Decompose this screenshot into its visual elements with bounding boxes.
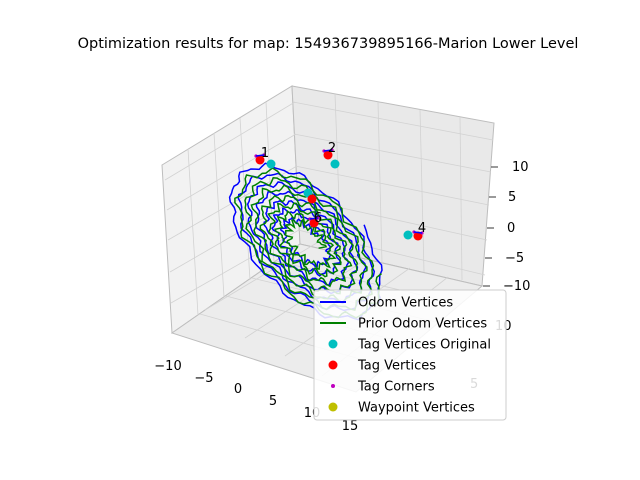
z-tick-label: 10 bbox=[512, 160, 529, 175]
x-tick-label: −5 bbox=[194, 371, 213, 386]
grid-line bbox=[204, 234, 331, 311]
grid-line bbox=[459, 116, 463, 281]
tag-vertex bbox=[255, 155, 265, 165]
legend-label: Tag Corners bbox=[357, 380, 435, 395]
tag-vertex-original bbox=[330, 159, 340, 169]
tag-orientation bbox=[309, 217, 319, 220]
grid-line bbox=[166, 133, 297, 211]
grid-line bbox=[377, 101, 383, 264]
tag-vertex bbox=[323, 150, 333, 160]
x-tick-label: −10 bbox=[154, 359, 181, 374]
grid-line bbox=[334, 93, 342, 255]
grid-line bbox=[293, 133, 492, 173]
tag-label: 1 bbox=[261, 146, 269, 161]
tag-points: 1 2 4 6 bbox=[254, 141, 426, 241]
legend-point-marker bbox=[328, 339, 338, 349]
legend-label: Tag Vertices bbox=[357, 359, 436, 374]
tag-label: 6 bbox=[314, 211, 322, 226]
tag-vertex-original bbox=[266, 159, 276, 169]
chart-title: Optimization results for map: 1549367398… bbox=[78, 36, 579, 52]
grid-line bbox=[170, 229, 300, 304]
x-tick-label: 15 bbox=[342, 419, 359, 434]
grid-line bbox=[187, 148, 199, 316]
tag-label: 4 bbox=[418, 221, 426, 236]
z-tick-label: 0 bbox=[507, 221, 515, 236]
grid-line bbox=[169, 197, 299, 273]
legend-box bbox=[313, 289, 507, 421]
legend-point-marker bbox=[331, 384, 335, 388]
legend-point-marker bbox=[328, 402, 338, 412]
z-tick-label: 5 bbox=[508, 190, 516, 205]
tag-orientation bbox=[323, 149, 333, 152]
grid-line bbox=[294, 165, 490, 206]
tag-orientation bbox=[255, 154, 265, 157]
x-tick-label: 0 bbox=[234, 382, 242, 397]
tag-label: 2 bbox=[328, 141, 336, 156]
legend-label: Waypoint Vertices bbox=[358, 401, 475, 416]
z-tick-label: −10 bbox=[503, 279, 530, 294]
grid-line bbox=[296, 197, 488, 241]
z-tick-label: −5 bbox=[505, 251, 524, 266]
grid-line bbox=[419, 109, 425, 273]
x-tick-label: 5 bbox=[269, 394, 277, 409]
legend-label: Tag Vertices Original bbox=[357, 338, 491, 353]
legend-label: Odom Vertices bbox=[358, 296, 453, 311]
grid-line bbox=[164, 101, 296, 181]
tag-vertex bbox=[413, 231, 423, 241]
grid-line bbox=[292, 101, 494, 141]
tag-vertex bbox=[307, 194, 317, 204]
legend-label: Prior Odom Vertices bbox=[358, 317, 487, 332]
tag-orientation bbox=[413, 231, 423, 234]
legend-point-marker bbox=[328, 360, 338, 370]
tag-vertex-original bbox=[403, 230, 413, 240]
tag-vertex bbox=[309, 218, 319, 228]
legend: Odom Vertices Prior Odom Vertices Tag Vert… bbox=[313, 289, 507, 421]
grid-line bbox=[213, 132, 225, 298]
